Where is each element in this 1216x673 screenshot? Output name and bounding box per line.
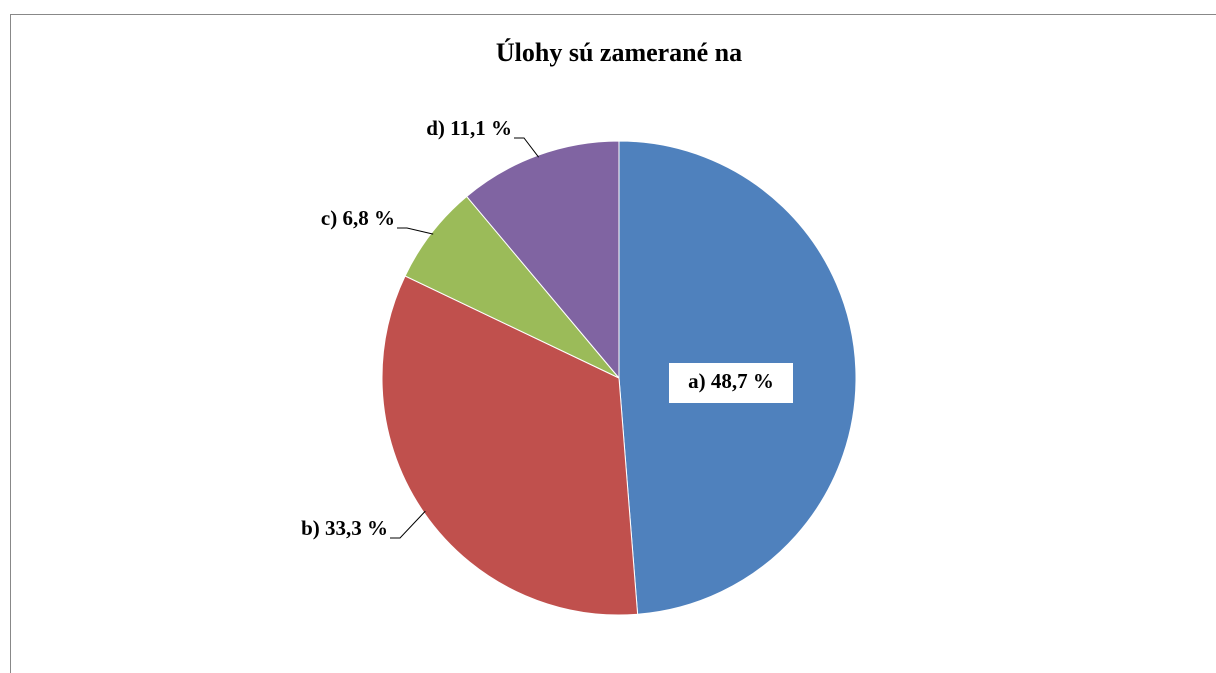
chart-title: Úlohy sú zamerané na: [496, 38, 742, 67]
data-label: d) 11,1 %: [426, 116, 512, 140]
leader-line: [397, 227, 434, 235]
chart-border: [10, 14, 1216, 673]
data-label: b) 33,3 %: [301, 516, 388, 540]
label-box: [669, 363, 793, 403]
leader-line: [514, 137, 540, 158]
pie-slice: [465, 140, 620, 380]
data-label: c) 6,8 %: [321, 206, 395, 230]
data-label: a) 48,7 %: [688, 369, 774, 393]
leader-line: [390, 510, 426, 539]
